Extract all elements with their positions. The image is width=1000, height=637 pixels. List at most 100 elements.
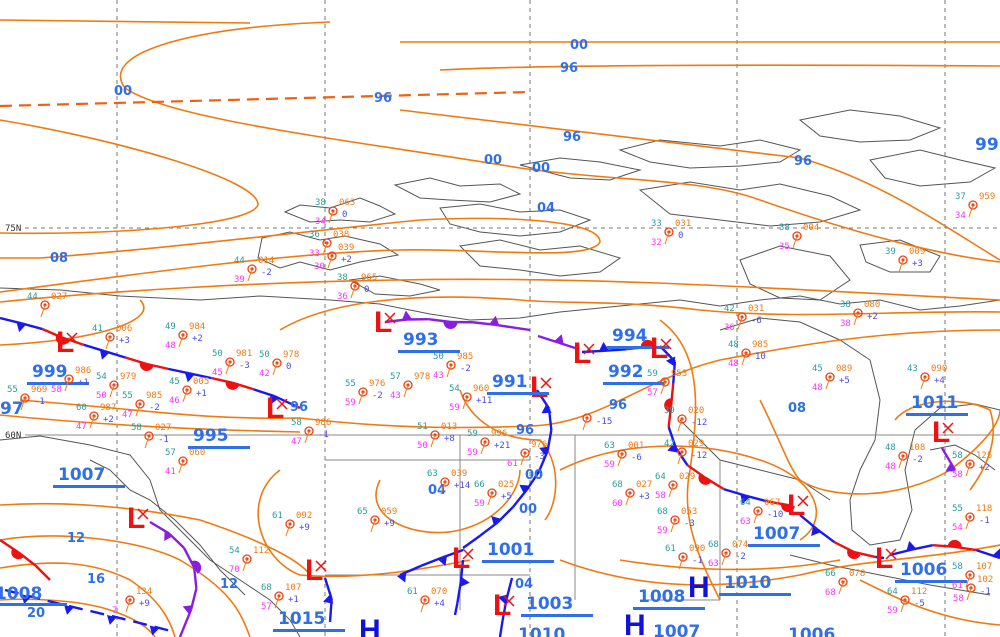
central-pressure-value: 1001 xyxy=(487,540,534,560)
front-triangle xyxy=(106,614,117,625)
central-pressure-label: 1008 xyxy=(633,587,705,610)
station-pressure: 986 xyxy=(315,418,331,428)
station-circle xyxy=(304,426,314,436)
central-pressure-label: 991 xyxy=(487,372,549,395)
station-plot: 38 004 35 xyxy=(779,223,819,252)
station-pressure: 108 xyxy=(909,443,925,453)
station-tendency: +4 xyxy=(934,376,945,386)
station-circle xyxy=(430,430,440,440)
isobar-label: 16 xyxy=(87,572,105,587)
front-line xyxy=(453,603,459,616)
station-temperature: 55 xyxy=(952,504,963,514)
station-pressure: 039 xyxy=(451,469,467,479)
central-pressure-value: 1003 xyxy=(526,594,573,614)
cold-front xyxy=(462,389,553,549)
central-pressure-value: 1006 xyxy=(900,560,947,580)
front-line xyxy=(294,404,301,410)
front-line xyxy=(799,514,818,531)
station-plot: 58 986 47 -1 xyxy=(291,418,331,447)
front-triangle xyxy=(740,494,750,505)
station-circle xyxy=(285,519,295,529)
front-triangle xyxy=(270,394,280,405)
front-triangle xyxy=(541,404,552,414)
station-plot: 976 61 -3 xyxy=(507,440,547,469)
isobar-label: 96 xyxy=(794,154,812,169)
cold-front xyxy=(323,577,334,623)
wind-barb xyxy=(968,204,974,218)
front-line xyxy=(667,405,673,428)
station-pressure: 965 xyxy=(361,273,377,283)
station-plot: 37 959 34 xyxy=(955,192,995,221)
station-plot: 65 059 +9 xyxy=(357,507,397,533)
front-line xyxy=(384,318,407,324)
station-pressure: 986 xyxy=(75,366,91,376)
low-letter: L xyxy=(875,542,893,575)
central-pressure-label: 1011 xyxy=(906,393,968,416)
station-pressure: 953 xyxy=(671,369,687,379)
station-pressure: 985 xyxy=(752,340,768,350)
pressure-underline xyxy=(607,346,669,349)
front-line xyxy=(132,620,155,628)
station-plot: 48 985 48 10 xyxy=(728,340,768,369)
station-tendency: 0 xyxy=(364,285,369,295)
station-dewpoint: 59 xyxy=(467,448,478,458)
central-pressure-label: 1010 xyxy=(719,573,791,596)
station-circle xyxy=(900,595,910,605)
station-pressure: 976 xyxy=(369,379,385,389)
station-temperature: 61 xyxy=(272,511,283,521)
front-line xyxy=(68,604,91,613)
station-plot: 55 969 -1 xyxy=(7,385,47,411)
central-pressure-value: 1008 xyxy=(638,587,685,607)
wind-barb xyxy=(900,599,906,613)
station-circle xyxy=(677,447,687,457)
station-temperature: 39 xyxy=(664,406,675,416)
pressure-label: 1008 xyxy=(633,587,705,610)
center-x-mark-icon xyxy=(137,508,149,520)
station-tendency: +21 xyxy=(494,441,510,451)
wind-barb xyxy=(965,574,971,588)
station-dewpoint: 68 xyxy=(825,588,836,598)
isobar-label: 00 xyxy=(525,468,543,483)
center-x-mark-icon xyxy=(540,377,552,389)
central-pressure-value: 1007 xyxy=(653,622,700,637)
high-letter: H xyxy=(624,609,646,637)
station-temperature: 38 xyxy=(840,300,851,310)
pressure-underline xyxy=(482,560,554,563)
low-marker: L xyxy=(787,489,809,522)
station-dewpoint: 48 xyxy=(728,359,739,369)
station-temperature: 57 xyxy=(390,372,401,382)
pressure-underline xyxy=(633,607,705,610)
station-circle xyxy=(105,332,115,342)
station-pressure: 031 xyxy=(748,304,764,314)
station-pressure: 014 xyxy=(258,256,274,266)
front-triangle xyxy=(539,446,550,456)
station-circle xyxy=(20,393,30,403)
station-plot: 63 001 59 -6 xyxy=(604,441,644,470)
station-plot: 54 960 59 +11 xyxy=(449,384,492,413)
front-line xyxy=(181,609,193,631)
high-pressure-center: H xyxy=(359,614,381,637)
station-plot: 55 985 47 -2 xyxy=(122,391,162,420)
pressure-underline xyxy=(603,382,665,385)
station-tendency: -2 xyxy=(149,403,160,413)
station-plot: 45 005 46 +1 xyxy=(169,377,209,406)
station-plot: 68 027 60 +3 xyxy=(612,480,652,509)
station-circle xyxy=(965,570,975,580)
station-temperature: 58 xyxy=(291,418,302,428)
station-temperature: 33 xyxy=(651,219,662,229)
station-dewpoint: 61 xyxy=(952,581,963,591)
central-pressure-value: 1007 xyxy=(58,465,105,485)
station-dewpoint: 42 xyxy=(259,369,270,379)
front-line xyxy=(816,528,836,544)
station-pressure: 985 xyxy=(457,352,473,362)
station-pressure: 978 xyxy=(414,372,430,382)
station-dewpoint: 43 xyxy=(390,391,401,401)
wind-barb xyxy=(664,231,670,245)
warm-front xyxy=(0,539,51,581)
station-circle xyxy=(737,312,747,322)
station-pressure: 074 xyxy=(732,540,748,550)
stationary-front xyxy=(0,316,301,410)
high-letter: H xyxy=(359,614,381,637)
